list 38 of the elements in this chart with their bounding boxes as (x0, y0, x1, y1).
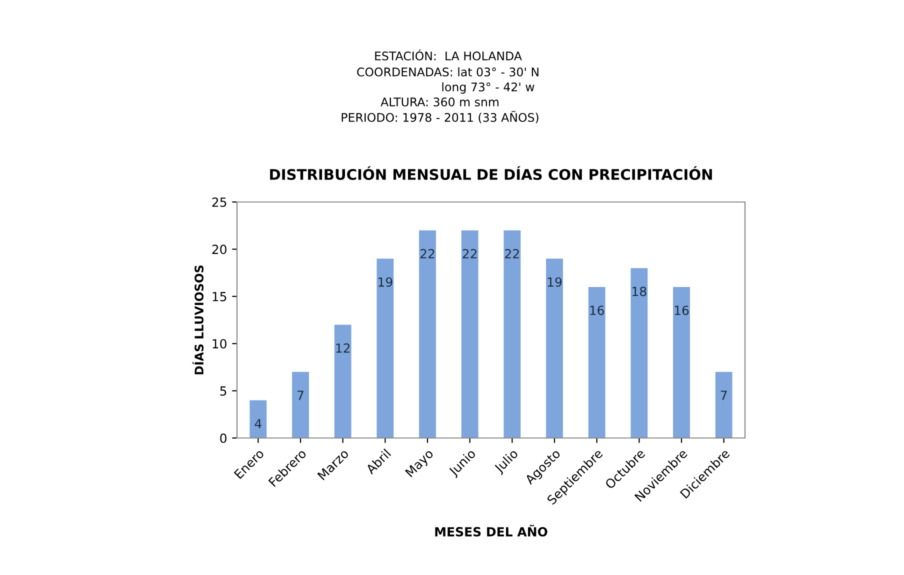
text: long 73° - 42' w (442, 82, 534, 94)
y-tick-label: 20 (212, 244, 226, 254)
bar (419, 230, 436, 438)
y-tick-label: 15 (212, 292, 226, 302)
data-label: 4 (254, 419, 262, 428)
data-label: 12 (336, 343, 350, 353)
bar (588, 286, 606, 438)
data-label: 22 (420, 249, 434, 258)
bar (250, 400, 267, 438)
text: ESTACIÓN: LA HOLANDA (375, 49, 522, 60)
text: PERIODO: 1978 - 2011 (33 AÑOS) (342, 110, 538, 124)
text: ALTURA: 360 m snm (380, 97, 498, 106)
data-label: 22 (462, 249, 477, 258)
bar (715, 372, 732, 438)
bar (546, 258, 563, 438)
data-label: 7 (720, 390, 727, 400)
bar (334, 324, 352, 438)
data-label: 7 (298, 390, 304, 400)
chart-title: DISTRIBUCIÓN MENSUAL DE DÍAS CON PRECIPITACIÓN (270, 166, 712, 180)
data-label: 22 (505, 249, 519, 258)
bar (673, 286, 690, 438)
text: COORDENADAS: lat 03° - 30' N (357, 67, 538, 76)
y-tick-label: 0 (220, 433, 226, 443)
data-label: 16 (590, 306, 604, 316)
x-axis-title: MESES DEL AÑO (435, 524, 548, 537)
bar (376, 258, 394, 438)
y-tick-label: 5 (220, 386, 226, 396)
data-label: 18 (632, 286, 646, 296)
bar (504, 230, 521, 438)
y-axis-title: DÍAS LLUVIOSOS (192, 265, 204, 374)
data-label: 19 (548, 277, 562, 287)
data-label: 16 (674, 306, 689, 316)
y-tick-label: 25 (212, 197, 226, 207)
bar (630, 268, 648, 438)
bar (461, 230, 478, 438)
bar (292, 372, 309, 438)
y-tick-label: 10 (212, 339, 226, 349)
data-label: 19 (378, 277, 392, 287)
